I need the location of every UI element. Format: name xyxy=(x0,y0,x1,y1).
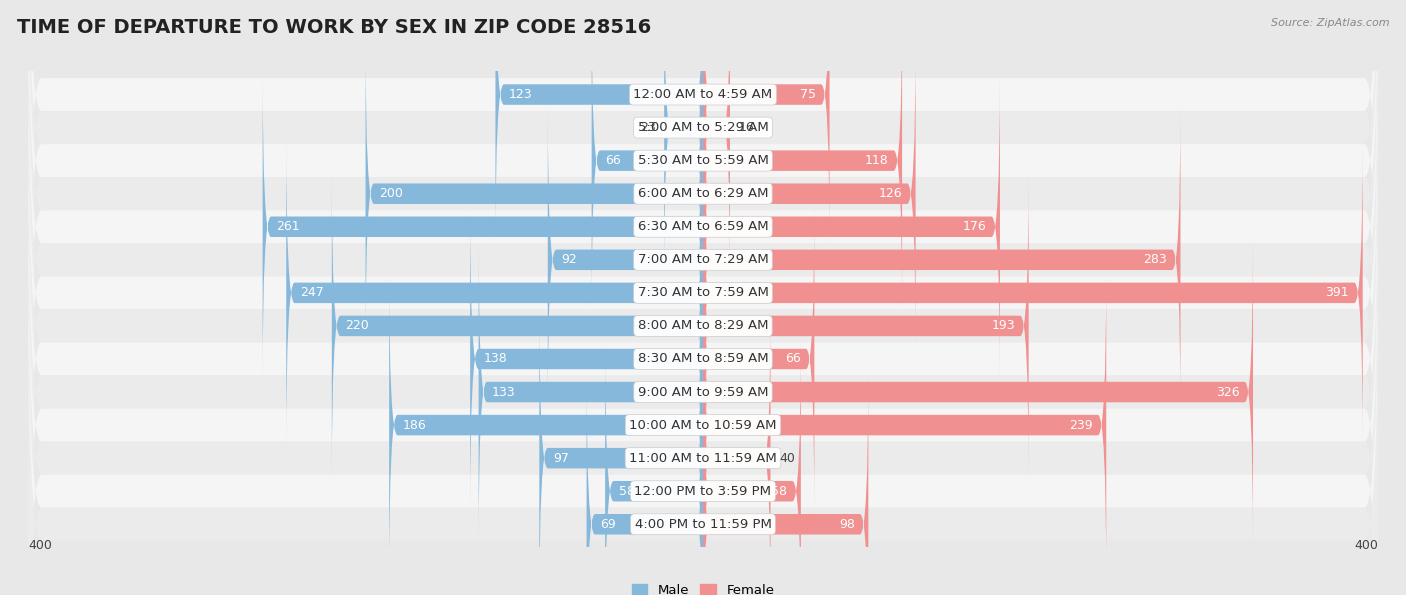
FancyBboxPatch shape xyxy=(664,0,703,283)
Text: 118: 118 xyxy=(865,154,889,167)
FancyBboxPatch shape xyxy=(28,111,1378,595)
Text: 6:00 AM to 6:29 AM: 6:00 AM to 6:29 AM xyxy=(638,187,768,200)
FancyBboxPatch shape xyxy=(28,0,1378,375)
FancyBboxPatch shape xyxy=(332,171,703,481)
FancyBboxPatch shape xyxy=(28,144,1378,595)
FancyBboxPatch shape xyxy=(28,12,1378,508)
Text: 8:00 AM to 8:29 AM: 8:00 AM to 8:29 AM xyxy=(638,320,768,333)
FancyBboxPatch shape xyxy=(28,78,1378,574)
Text: 66: 66 xyxy=(785,352,801,365)
Text: 69: 69 xyxy=(600,518,616,531)
FancyBboxPatch shape xyxy=(470,204,703,514)
FancyBboxPatch shape xyxy=(540,303,703,595)
Text: 16: 16 xyxy=(738,121,754,134)
Text: 11:00 AM to 11:59 AM: 11:00 AM to 11:59 AM xyxy=(628,452,778,465)
Text: TIME OF DEPARTURE TO WORK BY SEX IN ZIP CODE 28516: TIME OF DEPARTURE TO WORK BY SEX IN ZIP … xyxy=(17,18,651,37)
Text: 9:00 AM to 9:59 AM: 9:00 AM to 9:59 AM xyxy=(638,386,768,399)
Text: 58: 58 xyxy=(619,485,634,497)
Text: 391: 391 xyxy=(1326,286,1350,299)
Text: 6:30 AM to 6:59 AM: 6:30 AM to 6:59 AM xyxy=(638,220,768,233)
FancyBboxPatch shape xyxy=(703,204,814,514)
Text: 261: 261 xyxy=(276,220,299,233)
FancyBboxPatch shape xyxy=(703,0,830,249)
FancyBboxPatch shape xyxy=(366,39,703,349)
Text: 8:30 AM to 8:59 AM: 8:30 AM to 8:59 AM xyxy=(638,352,768,365)
FancyBboxPatch shape xyxy=(703,237,1253,547)
Text: Source: ZipAtlas.com: Source: ZipAtlas.com xyxy=(1271,18,1389,28)
FancyBboxPatch shape xyxy=(389,270,703,580)
Text: 283: 283 xyxy=(1143,253,1167,267)
FancyBboxPatch shape xyxy=(605,336,703,595)
FancyBboxPatch shape xyxy=(478,237,703,547)
Text: 176: 176 xyxy=(963,220,987,233)
Text: 326: 326 xyxy=(1216,386,1240,399)
Text: 220: 220 xyxy=(346,320,368,333)
Text: 123: 123 xyxy=(509,88,533,101)
Text: 23: 23 xyxy=(640,121,655,134)
Text: 138: 138 xyxy=(484,352,508,365)
FancyBboxPatch shape xyxy=(28,0,1378,409)
Text: 66: 66 xyxy=(605,154,621,167)
Text: 58: 58 xyxy=(772,485,787,497)
Text: 75: 75 xyxy=(800,88,815,101)
Text: 239: 239 xyxy=(1069,419,1092,431)
Text: 7:00 AM to 7:29 AM: 7:00 AM to 7:29 AM xyxy=(638,253,768,267)
FancyBboxPatch shape xyxy=(703,270,1107,580)
FancyBboxPatch shape xyxy=(287,138,703,448)
Text: 10:00 AM to 10:59 AM: 10:00 AM to 10:59 AM xyxy=(630,419,776,431)
FancyBboxPatch shape xyxy=(586,369,703,595)
FancyBboxPatch shape xyxy=(28,0,1378,343)
FancyBboxPatch shape xyxy=(28,0,1378,475)
Text: 97: 97 xyxy=(553,452,568,465)
Text: 4:00 PM to 11:59 PM: 4:00 PM to 11:59 PM xyxy=(634,518,772,531)
FancyBboxPatch shape xyxy=(703,171,1029,481)
FancyBboxPatch shape xyxy=(28,210,1378,595)
Text: 186: 186 xyxy=(402,419,426,431)
Text: 133: 133 xyxy=(492,386,516,399)
Text: 12:00 PM to 3:59 PM: 12:00 PM to 3:59 PM xyxy=(634,485,772,497)
FancyBboxPatch shape xyxy=(28,276,1378,595)
Text: 400: 400 xyxy=(1354,539,1378,552)
FancyBboxPatch shape xyxy=(28,45,1378,541)
FancyBboxPatch shape xyxy=(703,39,915,349)
FancyBboxPatch shape xyxy=(703,138,1362,448)
FancyBboxPatch shape xyxy=(548,105,703,415)
Legend: Male, Female: Male, Female xyxy=(626,579,780,595)
Text: 5:00 AM to 5:29 AM: 5:00 AM to 5:29 AM xyxy=(638,121,768,134)
FancyBboxPatch shape xyxy=(703,72,1000,382)
FancyBboxPatch shape xyxy=(28,243,1378,595)
Text: 126: 126 xyxy=(879,187,903,200)
FancyBboxPatch shape xyxy=(263,72,703,382)
Text: 5:30 AM to 5:59 AM: 5:30 AM to 5:59 AM xyxy=(637,154,769,167)
FancyBboxPatch shape xyxy=(495,0,703,249)
FancyBboxPatch shape xyxy=(592,5,703,316)
Text: 200: 200 xyxy=(380,187,404,200)
Text: 247: 247 xyxy=(299,286,323,299)
Text: 98: 98 xyxy=(839,518,855,531)
Text: 7:30 AM to 7:59 AM: 7:30 AM to 7:59 AM xyxy=(637,286,769,299)
Text: 193: 193 xyxy=(991,320,1015,333)
FancyBboxPatch shape xyxy=(703,105,1181,415)
FancyBboxPatch shape xyxy=(703,5,903,316)
FancyBboxPatch shape xyxy=(28,0,1378,441)
FancyBboxPatch shape xyxy=(28,177,1378,595)
Text: 40: 40 xyxy=(779,452,794,465)
FancyBboxPatch shape xyxy=(703,336,801,595)
Text: 400: 400 xyxy=(28,539,52,552)
FancyBboxPatch shape xyxy=(703,303,770,595)
Text: 92: 92 xyxy=(561,253,576,267)
Text: 12:00 AM to 4:59 AM: 12:00 AM to 4:59 AM xyxy=(634,88,772,101)
FancyBboxPatch shape xyxy=(703,0,730,283)
FancyBboxPatch shape xyxy=(703,369,869,595)
